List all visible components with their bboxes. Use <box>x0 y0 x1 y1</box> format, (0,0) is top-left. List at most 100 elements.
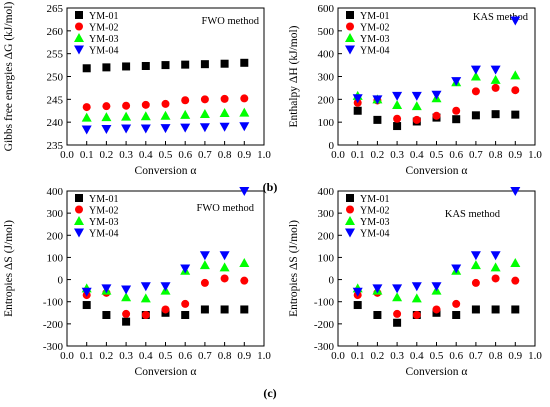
x-tick-label: 0.6 <box>449 350 463 362</box>
data-point-ym-01 <box>491 110 500 119</box>
y-tick-label: -200 <box>314 319 335 331</box>
data-point-ym-02 <box>393 114 402 123</box>
data-point-ym-01 <box>393 122 402 131</box>
data-point-ym-02 <box>181 299 190 308</box>
y-axis-label: Entropies ΔS (J/mol) <box>3 220 15 317</box>
legend-label-ym-03: YM-03 <box>89 34 118 45</box>
data-point-ym-03 <box>411 101 422 111</box>
data-point-ym-03 <box>411 293 422 303</box>
data-point-ym-02 <box>432 111 441 120</box>
x-tick-label: 0.8 <box>489 350 503 362</box>
x-tick-label: 1.0 <box>528 350 542 362</box>
data-point-ym-04 <box>199 251 210 261</box>
data-point-ym-03 <box>101 112 112 122</box>
legend-label-ym-03: YM-03 <box>89 217 118 228</box>
x-tick-label: 0.4 <box>139 149 153 161</box>
x-tick-label: 0.3 <box>119 350 133 362</box>
data-point-ym-02 <box>471 278 480 287</box>
legend-marker-ym-01 <box>346 11 354 19</box>
data-point-ym-04 <box>431 90 442 100</box>
x-tick-label: 0.6 <box>178 350 192 362</box>
legend-marker-ym-02 <box>75 205 83 214</box>
x-tick-label: 0.0 <box>60 149 74 161</box>
legend-label-ym-02: YM-02 <box>360 206 389 217</box>
data-point-ym-02 <box>511 276 520 285</box>
data-point-ym-03 <box>199 260 210 270</box>
y-axis-label: Gibbs free energies ΔG (kJ/mol) <box>3 2 15 152</box>
x-tick-label: 0.9 <box>508 350 522 362</box>
data-point-ym-04 <box>510 16 521 26</box>
data-point-ym-01 <box>200 305 209 314</box>
data-point-ym-01 <box>220 305 229 314</box>
legend-marker-ym-02 <box>346 205 354 214</box>
legend-marker-ym-01 <box>75 11 83 19</box>
data-point-ym-01 <box>141 61 150 70</box>
data-point-ym-04 <box>219 251 230 261</box>
x-axis-label: Conversion α <box>135 366 197 378</box>
chart-panel-2: 0.0 0.1 0.2 0.3 0.4 0.5 0.6 0.7 0.8 0.9 1.0 0 100 200… <box>288 3 542 177</box>
legend-marker-ym-01 <box>75 194 83 202</box>
x-tick-label: 0.5 <box>430 350 444 362</box>
data-point-ym-04 <box>451 77 462 87</box>
data-point-ym-02 <box>471 87 480 96</box>
method-annotation: FWO method <box>197 203 255 214</box>
data-point-ym-04 <box>219 122 230 132</box>
data-point-ym-03 <box>180 109 191 119</box>
legend-label-ym-04: YM-04 <box>89 46 118 57</box>
data-point-ym-04 <box>140 124 151 134</box>
data-point-ym-02 <box>412 311 421 319</box>
x-tick-label: 0.7 <box>469 350 483 362</box>
x-tick-label: 0.4 <box>410 350 424 362</box>
data-point-ym-03 <box>470 71 481 81</box>
data-point-ym-03 <box>219 108 230 118</box>
y-tick-label: -300 <box>314 341 335 353</box>
y-axis-label: Entropies ΔS (J/mol) <box>288 220 300 317</box>
x-tick-label: 0.7 <box>198 350 212 362</box>
data-point-ym-01 <box>240 58 249 67</box>
data-point-ym-02 <box>161 99 170 108</box>
x-tick-label: 0.0 <box>60 350 74 362</box>
x-axis-label: Conversion α <box>406 165 468 177</box>
y-tick-label: 0 <box>58 275 64 287</box>
data-point-ym-01 <box>161 61 170 70</box>
data-point-ym-01 <box>393 318 402 327</box>
x-tick-label: 0.3 <box>390 149 404 161</box>
legend-marker-ym-04 <box>74 45 84 55</box>
data-point-ym-01 <box>240 305 249 314</box>
data-point-ym-03 <box>239 107 250 117</box>
legend-label-ym-04: YM-04 <box>360 229 389 240</box>
data-point-ym-01 <box>373 311 382 319</box>
method-annotation: KAS method <box>473 12 529 23</box>
data-point-ym-04 <box>392 284 403 294</box>
data-point-ym-03 <box>510 70 521 80</box>
data-point-ym-01 <box>181 311 190 319</box>
x-tick-label: 0.5 <box>430 149 444 161</box>
data-point-ym-04 <box>121 124 132 134</box>
y-tick-label: 300 <box>318 72 335 84</box>
y-tick-label: 300 <box>47 208 64 220</box>
data-point-ym-01 <box>511 110 520 119</box>
data-point-ym-03 <box>490 262 501 272</box>
data-point-ym-03 <box>121 292 132 302</box>
legend-marker-ym-04 <box>345 228 355 238</box>
data-point-ym-02 <box>412 115 421 124</box>
data-point-ym-04 <box>160 282 171 292</box>
data-point-ym-04 <box>81 125 92 135</box>
x-tick-label: 0.2 <box>371 149 385 161</box>
x-tick-label: 0.2 <box>100 350 114 362</box>
legend-marker-ym-04 <box>74 228 84 238</box>
panel-tag-c: (c) <box>263 386 276 400</box>
data-point-ym-02 <box>452 299 461 308</box>
x-tick-label: 0.6 <box>178 149 192 161</box>
data-point-ym-04 <box>81 287 92 297</box>
data-point-ym-04 <box>411 91 422 101</box>
y-tick-label: 100 <box>318 117 335 129</box>
data-point-ym-02 <box>200 95 209 104</box>
x-tick-label: 1.0 <box>257 149 271 161</box>
data-point-ym-04 <box>431 282 442 292</box>
data-point-ym-04 <box>140 282 151 292</box>
legend-label-ym-01: YM-01 <box>360 11 389 22</box>
y-tick-label: 100 <box>47 252 64 264</box>
data-point-ym-01 <box>122 317 131 326</box>
legend-label-ym-02: YM-02 <box>89 206 118 217</box>
